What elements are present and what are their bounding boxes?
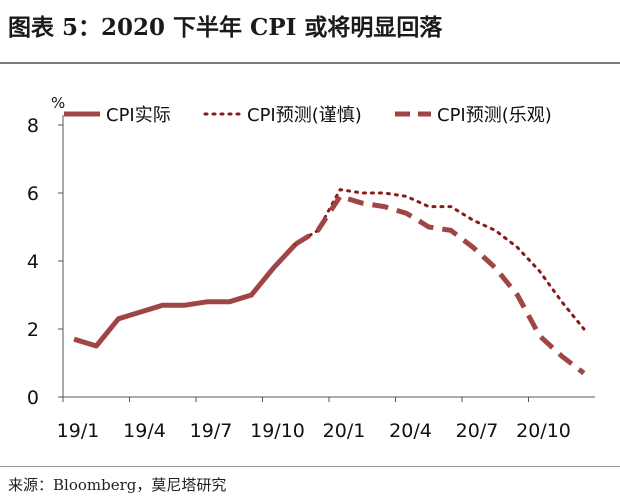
y-tick-label: 6 <box>27 183 39 205</box>
chart-legend: CPI实际 CPI预测(谨慎) CPI预测(乐观) <box>64 105 552 126</box>
chart-series-lines <box>73 188 586 376</box>
x-tick-label: 20/4 <box>389 420 432 442</box>
x-tick-label: 19/1 <box>57 420 100 442</box>
source-divider <box>0 466 620 467</box>
figure-title: 图表 5：2020 下半年 CPI 或将明显回落 <box>8 14 443 41</box>
series-line-3 <box>294 193 586 376</box>
x-tick-label: 20/1 <box>323 420 366 442</box>
series-line-2 <box>294 188 586 331</box>
legend-label-2: CPI预测(谨慎) <box>247 105 362 126</box>
y-unit-label: % <box>51 94 65 112</box>
chart-axes: 0 2 4 6 8% 19/1 19/4 19/7 19/10 20/1 20/4 20/7 20/10 <box>27 94 595 442</box>
title-divider <box>0 62 620 64</box>
legend-label-3: CPI预测(乐观) <box>437 105 552 126</box>
legend-label-1: CPI实际 <box>106 105 171 126</box>
y-tick-label: 4 <box>27 251 39 273</box>
x-tick-label: 20/10 <box>516 420 571 442</box>
x-tick-label: 20/7 <box>456 420 499 442</box>
y-tick-label: 8 <box>27 115 39 137</box>
x-tick-label: 19/10 <box>250 420 305 442</box>
y-tick-label: 2 <box>27 319 39 341</box>
x-tick-label: 19/4 <box>123 420 166 442</box>
x-tick-label: 19/7 <box>190 420 233 442</box>
series-line-1 <box>73 242 298 349</box>
figure-source: 来源：Bloomberg，莫尼塔研究 <box>8 476 227 494</box>
y-tick-label: 0 <box>27 387 39 409</box>
